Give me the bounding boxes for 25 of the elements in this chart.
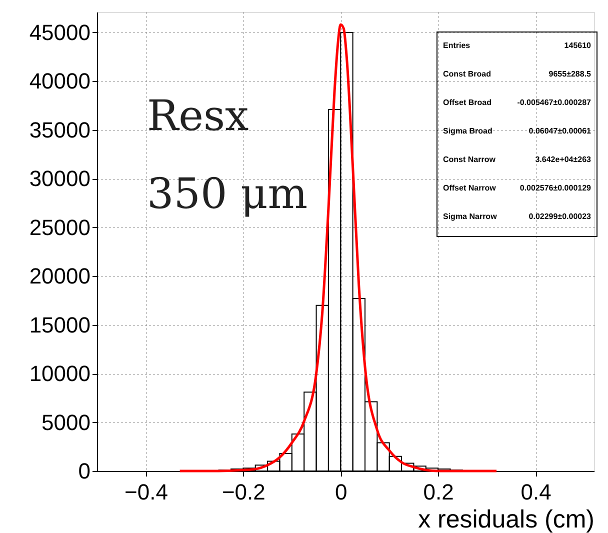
y-tick-label: 0 [78, 458, 90, 484]
y-tick-label: 25000 [29, 214, 90, 240]
y-tick-label: 20000 [29, 264, 90, 289]
text: Const Narrow 3.642e+04±263 [443, 155, 591, 164]
y-tick-label: 15000 [29, 312, 90, 338]
y-tick-label: 45000 [29, 20, 90, 45]
y-tick-label: 40000 [29, 68, 90, 94]
y-tick-label: 30000 [29, 166, 90, 192]
x-tick-label: −0.4 [124, 480, 168, 504]
text: Const Broad 9655±288.5 [443, 70, 591, 78]
text: Offset Broad -0.005467±0.000287 [443, 98, 591, 107]
y-tick-label: 10000 [29, 361, 90, 386]
text: Sigma Broad 0.06047±0.00061 [443, 126, 591, 136]
y-tick-label: 35000 [29, 117, 90, 142]
x-tick-label: 0.4 [520, 480, 552, 504]
text: Offset Narrow 0.002576±0.000129 [443, 184, 591, 192]
y-tick-label: 5000 [42, 410, 90, 435]
x-tick-label: 0.2 [423, 480, 454, 504]
x-tick-label: 0 [335, 480, 348, 504]
text: Sigma Narrow 0.02299±0.00023 [443, 212, 591, 221]
text: Entries 145610 [443, 41, 591, 50]
annotation: Resx [147, 91, 250, 140]
x-tick-label: −0.2 [222, 480, 266, 504]
x-axis-title: x residuals (cm) [418, 506, 594, 533]
annotation: 350 μm [147, 169, 308, 218]
